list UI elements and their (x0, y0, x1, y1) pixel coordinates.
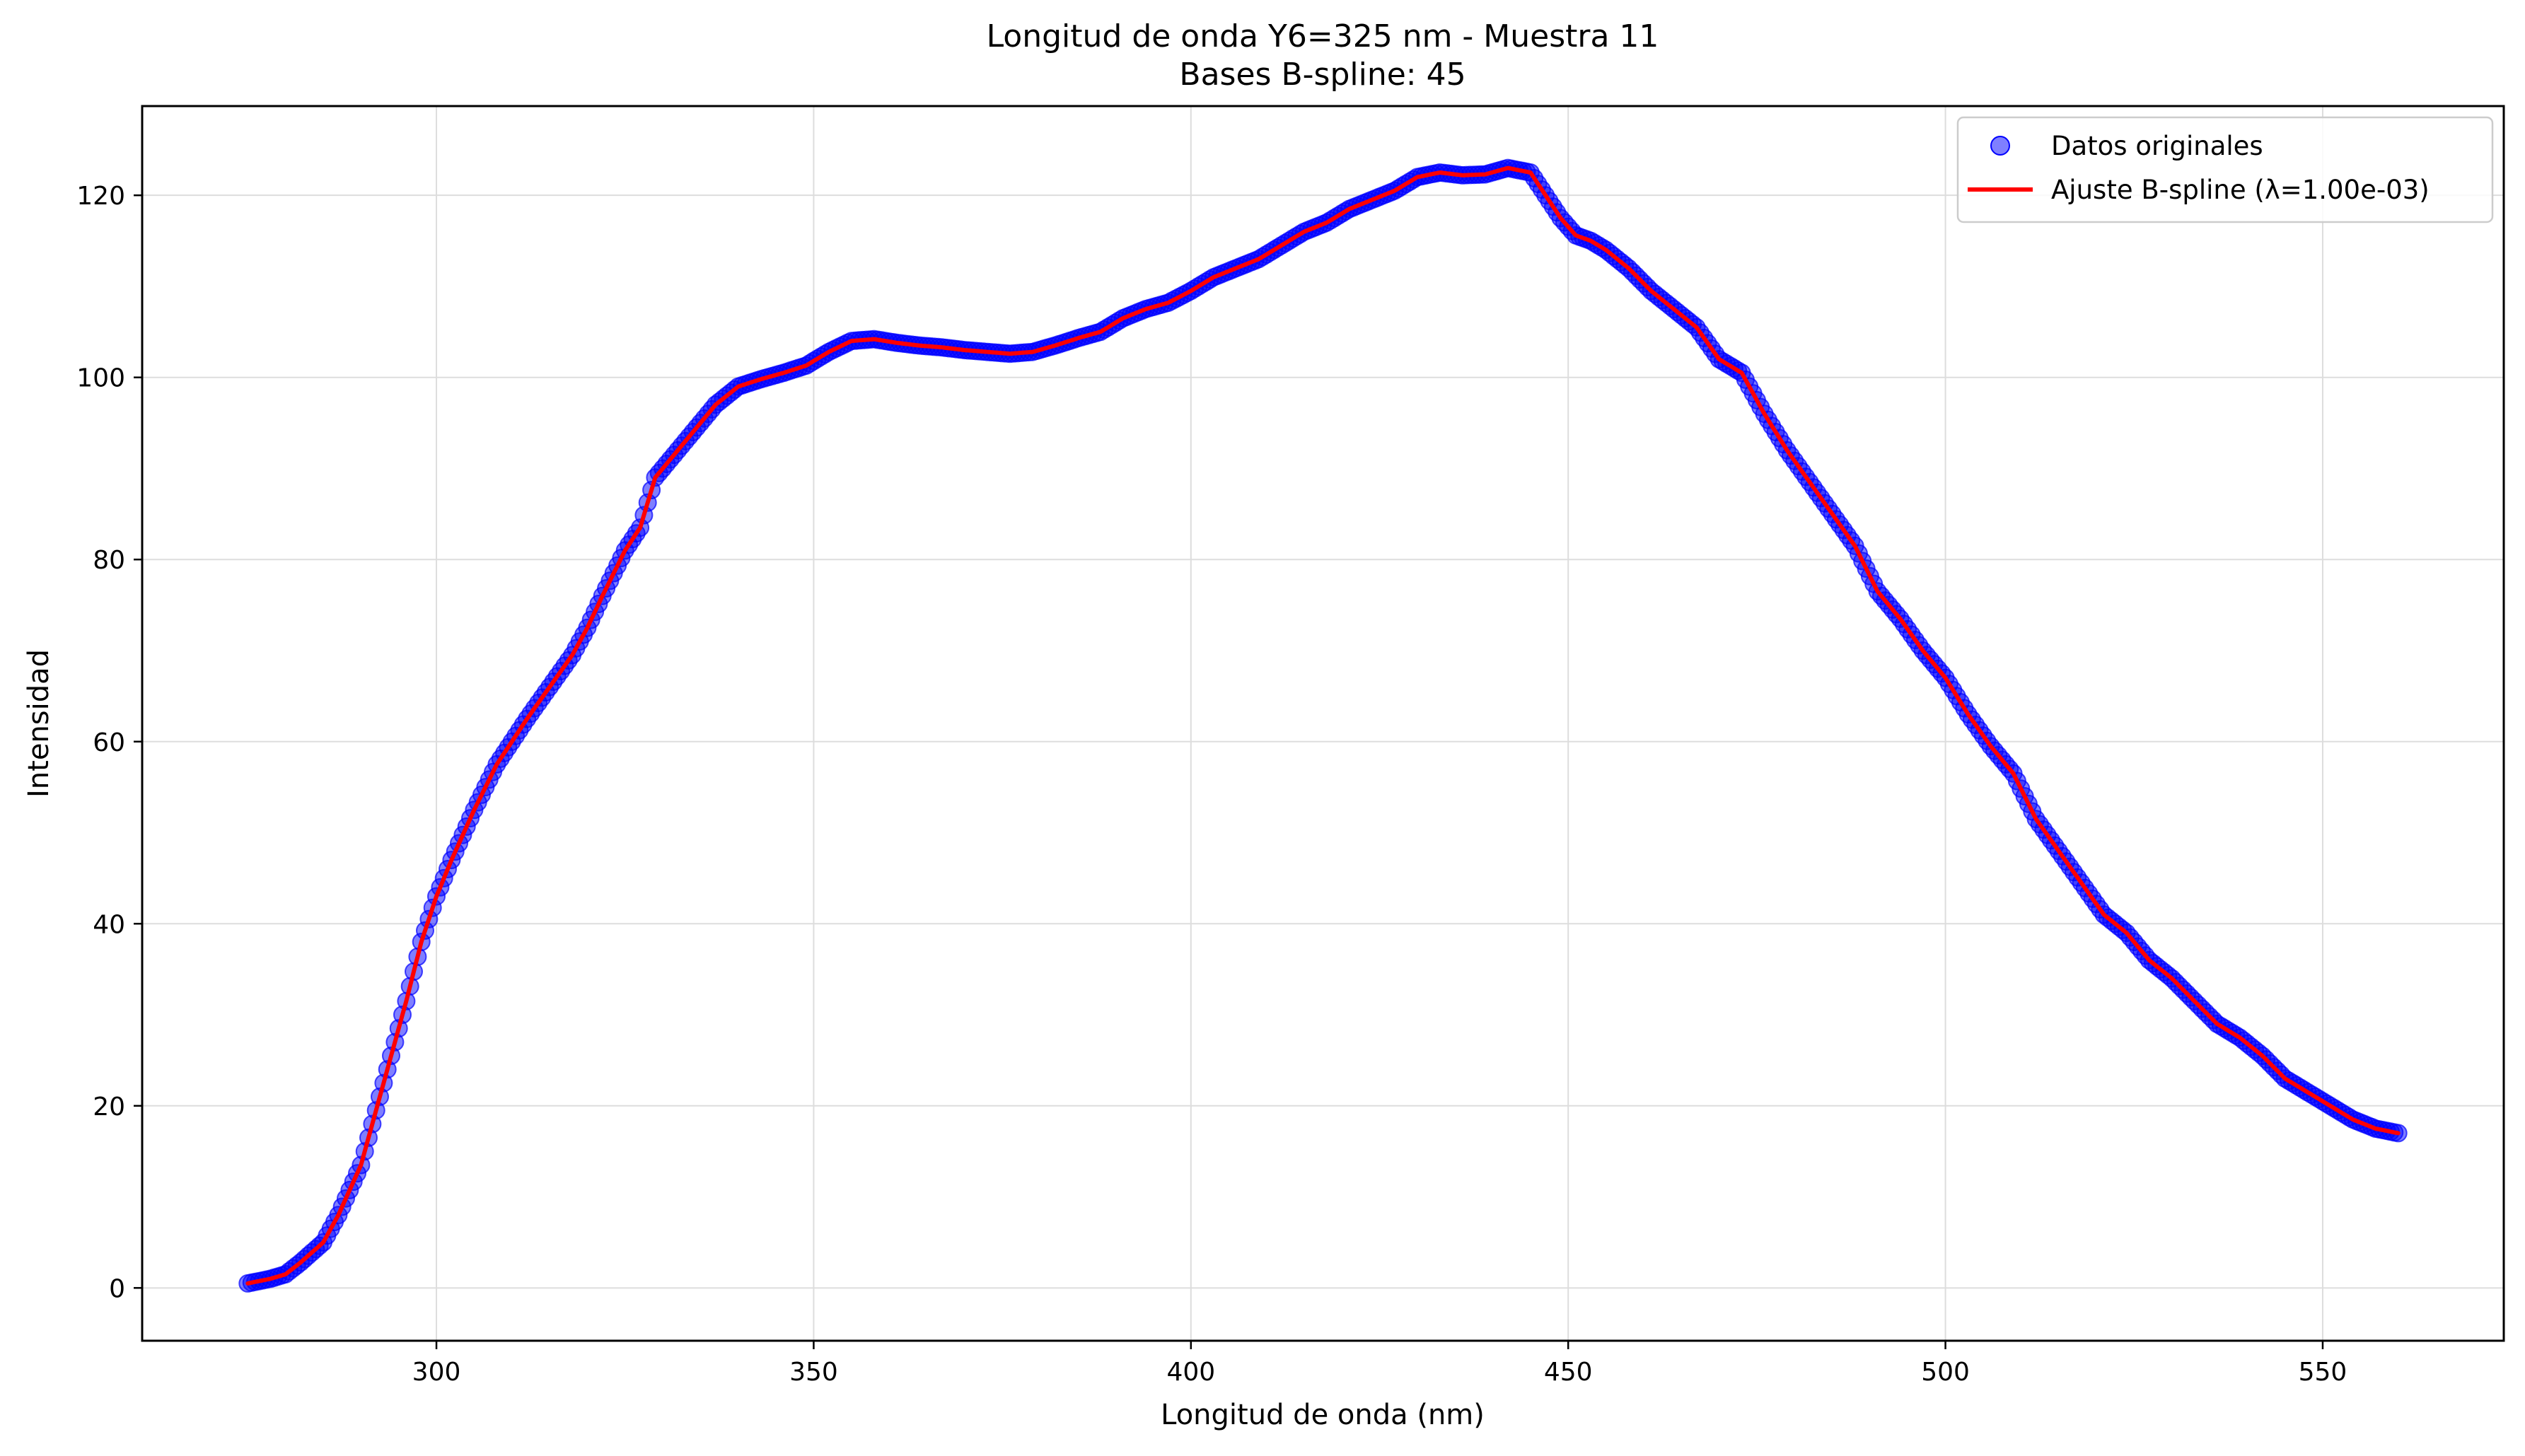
chart-subtitle: Bases B-spline: 45 (1179, 57, 1465, 93)
x-axis: 300 350 400 450 500 550 (412, 1341, 2347, 1387)
y-tick-label: 20 (93, 1093, 125, 1122)
legend-marker-datos (1990, 136, 2010, 156)
x-tick-label: 300 (412, 1358, 461, 1387)
x-tick-label: 450 (1544, 1358, 1593, 1387)
y-tick-label: 40 (93, 910, 125, 939)
chart-title: Longitud de onda Y6=325 nm - Muestra 11 (987, 18, 1659, 54)
x-tick-label: 350 (789, 1358, 838, 1387)
y-tick-label: 80 (93, 546, 125, 575)
y-tick-label: 60 (93, 728, 125, 757)
x-tick-label: 500 (1921, 1358, 1970, 1387)
fit-line-group (245, 165, 2401, 1286)
y-tick-label: 100 (76, 364, 125, 393)
legend-label-datos: Datos originales (2051, 131, 2263, 161)
x-tick-label: 550 (2299, 1358, 2347, 1387)
grid (142, 106, 2504, 1341)
fit-line (245, 165, 2401, 1286)
legend: Datos originales Ajuste B-spline (λ=1.00… (1956, 116, 2494, 223)
x-axis-label: Longitud de onda (nm) (1161, 1399, 1485, 1431)
y-tick-label: 120 (76, 182, 125, 211)
x-tick-label: 400 (1166, 1358, 1215, 1387)
y-tick-label: 0 (109, 1274, 125, 1303)
legend-box (1956, 116, 2494, 223)
plot-frame (141, 105, 2505, 1342)
y-axis-label: Intensidad (23, 649, 55, 798)
legend-label-ajuste: Ajuste B-spline (λ=1.00e-03) (2051, 175, 2430, 205)
y-axis: 0 20 40 60 80 100 120 (76, 182, 142, 1303)
